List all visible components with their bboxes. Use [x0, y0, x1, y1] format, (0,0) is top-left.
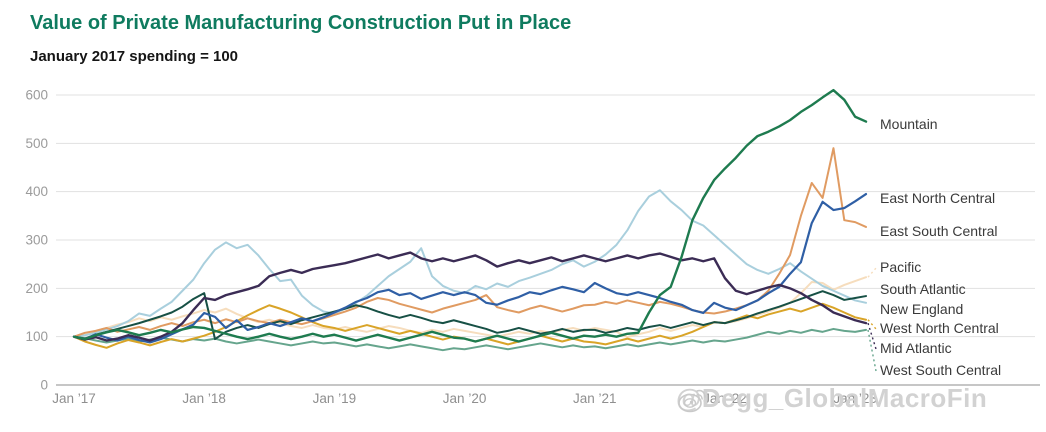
- series-label-new-england: New England: [880, 301, 964, 317]
- watermark-text: @Degg_GlobalMacroFin: [676, 383, 988, 413]
- series-label-west-north-central: West North Central: [880, 320, 999, 336]
- x-tick-label: Jan ’18: [182, 391, 226, 406]
- y-tick-label: 0: [40, 378, 48, 393]
- series-label-east-south-central: East South Central: [880, 223, 998, 239]
- x-tick-label: Jan ’22: [703, 391, 747, 406]
- y-tick-label: 200: [25, 281, 48, 296]
- weibo-icon: [678, 389, 706, 413]
- y-tick-label: 500: [25, 136, 48, 151]
- x-tick-label: Jan ’19: [313, 391, 357, 406]
- x-tick-label: Jan ’21: [573, 391, 617, 406]
- line-mountain[interactable]: [72, 88, 868, 343]
- line-east-south-central[interactable]: [73, 147, 867, 338]
- leader-west-north-central: [867, 319, 877, 330]
- x-tick-label: Jan ’20: [443, 391, 487, 406]
- series-label-mountain: Mountain: [880, 116, 938, 132]
- chart-title: Value of Private Manufacturing Construct…: [30, 12, 572, 34]
- leader-pacific: [867, 267, 877, 278]
- line-mid-atlantic[interactable]: [72, 251, 868, 342]
- y-tick-label: 300: [25, 233, 48, 248]
- series-label-east-north-central: East North Central: [880, 190, 996, 206]
- series-label-pacific: Pacific: [880, 259, 922, 275]
- x-tick-label: Jan ’23: [833, 391, 877, 406]
- line-new-england[interactable]: [73, 189, 867, 338]
- series-label-west-south-central: West South Central: [880, 362, 1002, 378]
- watermark: @Degg_GlobalMacroFin: [676, 383, 987, 414]
- leader-west-south-central: [867, 329, 877, 372]
- chart-subtitle: January 2017 spending = 100: [30, 48, 239, 65]
- line-east-north-central[interactable]: [72, 192, 868, 344]
- y-tick-label: 600: [25, 88, 48, 103]
- line-south-atlantic[interactable]: [73, 290, 867, 341]
- x-tick-label: Jan ’17: [52, 391, 96, 406]
- y-tick-label: 400: [25, 184, 48, 199]
- line-west-south-central[interactable]: [73, 327, 867, 352]
- y-tick-label: 100: [25, 329, 48, 344]
- series-label-south-atlantic: South Atlantic: [880, 281, 966, 297]
- series-label-mid-atlantic: Mid Atlantic: [880, 340, 952, 356]
